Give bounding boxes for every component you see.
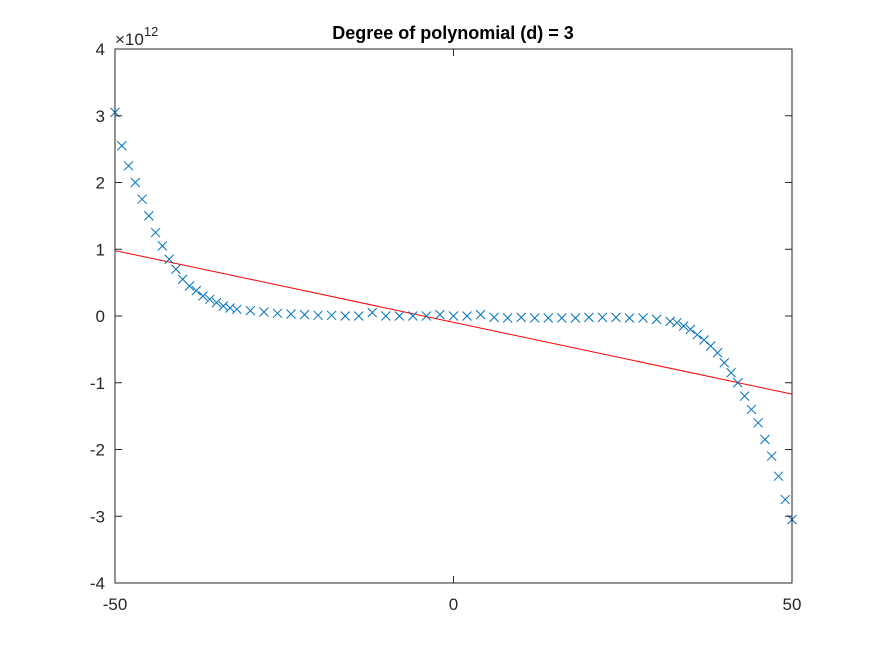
y-exponent-power: 12 [144,24,158,39]
y-exponent-label: ×1012 [115,24,158,49]
data-point [624,313,635,323]
data-point [272,308,283,319]
data-point [137,194,147,205]
data-point [543,313,554,323]
data-point [191,285,202,296]
y-tick-label: 0 [96,307,105,326]
fit-line [114,250,793,395]
data-point [597,312,608,323]
data-point [692,329,703,340]
data-point [753,417,764,428]
x-tick-label: 50 [783,595,802,614]
y-tick-label: -2 [90,441,105,460]
data-point [462,311,472,321]
data-point [367,307,378,318]
data-point [672,317,682,328]
data-point [340,311,351,321]
data-point [394,311,405,321]
data-point [116,140,127,151]
data-point [299,309,310,320]
data-point [157,241,168,251]
data-point [171,264,181,275]
chart-title: Degree of polynomial (d) = 3 [332,23,574,43]
y-tick-label: 3 [96,107,105,126]
data-point [326,310,337,321]
data-point [516,312,527,323]
data-point [489,312,499,323]
data-point [651,314,662,325]
data-point [143,211,154,221]
data-point [719,357,730,368]
data-point [353,311,364,321]
data-point [584,312,594,323]
data-point [570,313,581,323]
data-point [760,434,770,445]
data-point [123,160,134,171]
fit-line-layer [114,250,793,395]
data-point [746,404,757,415]
data-point [556,313,567,323]
data-point [475,309,486,320]
data-point [421,311,432,321]
data-point [448,311,459,321]
data-point [204,294,215,305]
data-point [611,312,621,323]
data-point [780,494,791,505]
x-tick-label: 0 [449,595,458,614]
data-point [130,177,141,188]
data-point [245,305,256,316]
data-point [380,311,391,321]
data-point [313,310,323,321]
data-point [773,471,784,482]
data-point [184,281,195,291]
data-point [685,324,696,335]
y-tick-label: -1 [90,374,105,393]
data-point [502,313,513,323]
data-point [218,301,229,311]
scatter-points-layer [110,107,797,525]
data-point [435,309,445,320]
data-point [259,307,269,317]
data-point [286,309,296,319]
y-tick-label: -3 [90,507,105,526]
data-point [726,367,736,378]
data-point [739,391,750,401]
y-exponent-base: ×10 [115,30,144,49]
y-tick-label: 2 [96,174,105,193]
data-point [732,377,743,388]
data-point [712,347,723,358]
y-tick-label: -4 [90,574,105,593]
data-point [150,227,161,238]
data-point [211,297,222,308]
data-point [678,321,689,331]
data-point [408,311,418,321]
data-point [232,304,242,315]
data-point [766,451,777,462]
data-point [164,254,175,265]
data-point [198,291,208,301]
ticks-layer: -50 0 50 -4 -3 -2 -1 0 1 2 3 4 [90,40,802,614]
y-tick-label: 1 [96,240,105,259]
data-point [699,335,709,345]
y-tick-label: 4 [96,40,105,59]
data-point [638,313,648,323]
x-tick-label: -50 [103,595,128,614]
data-point [529,313,540,323]
